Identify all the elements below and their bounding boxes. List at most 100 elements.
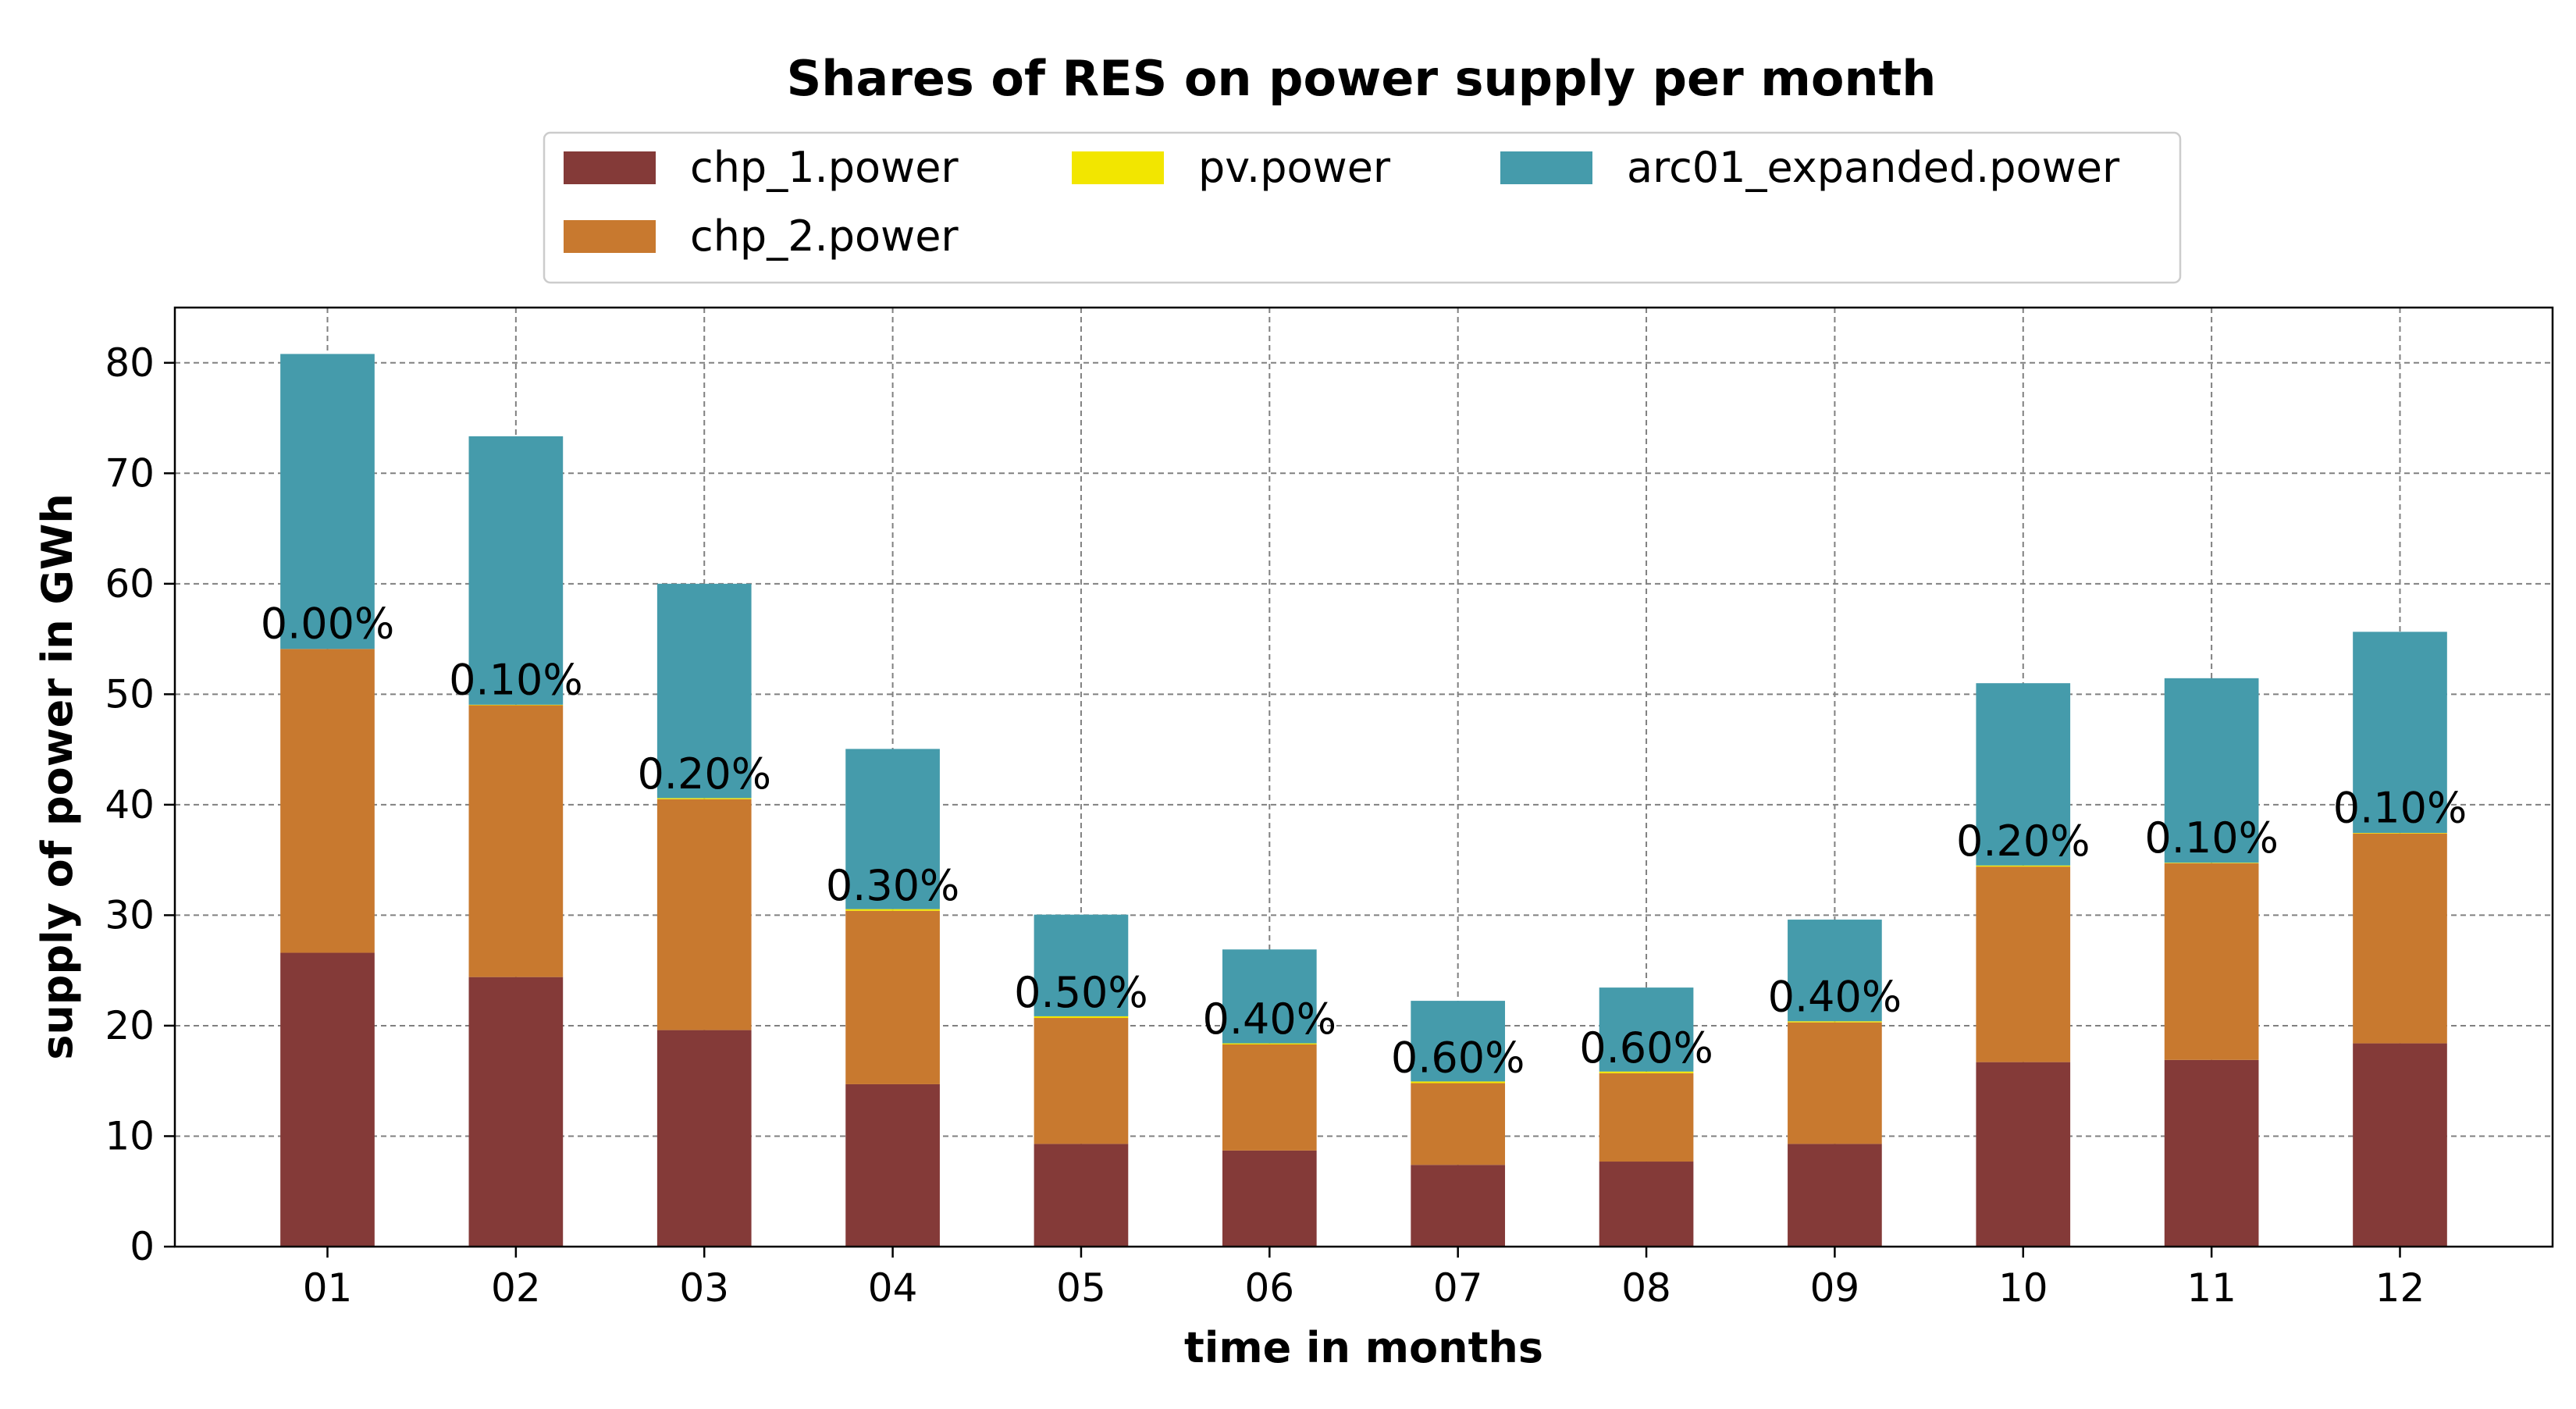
- data-label-09: 0.40%: [1768, 973, 1902, 1022]
- bar-arc01-expanded-power-08: [1599, 987, 1694, 1072]
- data-label-03: 0.20%: [637, 749, 771, 799]
- bar-chp-2-power-05: [1034, 1018, 1129, 1144]
- legend-swatch: [564, 220, 656, 253]
- x-tick-label-09: 09: [1810, 1265, 1860, 1311]
- bar-pv-power-04: [845, 909, 940, 911]
- bar-arc01-expanded-power-07: [1411, 1001, 1506, 1082]
- x-tick-label-11: 11: [2186, 1265, 2236, 1311]
- x-tick-label-08: 08: [1621, 1265, 1671, 1311]
- data-label-02: 0.10%: [449, 656, 583, 705]
- bar-arc01-expanded-power-09: [1788, 920, 1882, 1022]
- y-tick-label: 30: [105, 892, 155, 938]
- bar-chp-2-power-01: [280, 649, 375, 953]
- x-axis-label: time in months: [1184, 1323, 1543, 1372]
- data-label-01: 0.00%: [261, 599, 395, 648]
- bar-pv-power-09: [1788, 1021, 1882, 1023]
- bar-arc01-expanded-power-05: [1034, 914, 1129, 1016]
- legend-item-pv-power: pv.power: [1072, 143, 1391, 192]
- bar-chp-2-power-07: [1411, 1083, 1506, 1165]
- data-label-07: 0.60%: [1391, 1034, 1525, 1083]
- bar-chp-1-power-03: [656, 1030, 752, 1247]
- y-tick-label: 0: [130, 1224, 155, 1269]
- bar-chp-2-power-10: [1976, 866, 2071, 1062]
- legend-label: chp_1.power: [690, 143, 959, 192]
- y-tick-label: 10: [105, 1113, 155, 1158]
- legend-swatch: [564, 151, 656, 184]
- bar-arc01-expanded-power-04: [845, 749, 940, 909]
- x-tick-label-03: 03: [679, 1265, 729, 1311]
- bars: [280, 354, 2447, 1247]
- bar-pv-power-07: [1411, 1081, 1506, 1083]
- bar-arc01-expanded-power-01: [280, 354, 375, 649]
- bar-chp-1-power-04: [845, 1083, 940, 1247]
- bar-chp-1-power-11: [2164, 1059, 2259, 1247]
- bar-pv-power-12: [2353, 832, 2447, 834]
- legend-item-chp-2-power: chp_2.power: [564, 212, 959, 261]
- bar-chp-2-power-09: [1788, 1022, 1882, 1144]
- bar-arc01-expanded-power-12: [2353, 632, 2447, 833]
- data-label-08: 0.60%: [1579, 1023, 1713, 1073]
- legend-swatch: [1072, 151, 1164, 184]
- bar-chp-2-power-08: [1599, 1073, 1694, 1162]
- plot-frame: [173, 306, 2554, 1248]
- bar-chp-1-power-08: [1599, 1162, 1694, 1247]
- bar-pv-power-05: [1034, 1016, 1129, 1019]
- legend-label: pv.power: [1198, 143, 1391, 192]
- bar-chp-2-power-12: [2353, 833, 2447, 1044]
- bar-arc01-expanded-power-11: [2164, 678, 2259, 863]
- legend-label: chp_2.power: [690, 212, 959, 261]
- y-tick-label: 80: [105, 340, 155, 386]
- bar-arc01-expanded-power-06: [1222, 949, 1317, 1044]
- chart-title: Shares of RES on power supply per month: [787, 50, 1937, 107]
- data-label-10: 0.20%: [1956, 817, 2090, 866]
- bar-chp-2-power-06: [1222, 1044, 1317, 1151]
- legend-frame: [543, 131, 2182, 284]
- x-tick-label-02: 02: [491, 1265, 541, 1311]
- y-axis-label: supply of power in GWh: [33, 493, 82, 1060]
- y-tick-label: 50: [105, 671, 155, 717]
- bar-arc01-expanded-power-02: [468, 436, 564, 705]
- bar-pv-power-02: [468, 704, 564, 706]
- data-label-12: 0.10%: [2333, 784, 2467, 833]
- x-tick-label-10: 10: [1998, 1265, 2048, 1311]
- bar-chp-2-power-11: [2164, 863, 2259, 1060]
- bar-chp-2-power-04: [845, 910, 940, 1084]
- x-tick-label-04: 04: [868, 1265, 918, 1311]
- bar-chp-1-power-10: [1976, 1062, 2071, 1247]
- bar-arc01-expanded-power-03: [656, 583, 752, 799]
- y-tick-label: 60: [105, 561, 155, 607]
- data-label-05: 0.50%: [1014, 968, 1148, 1017]
- x-tick-label-01: 01: [303, 1265, 353, 1311]
- data-label-04: 0.30%: [826, 861, 960, 910]
- legend-swatch: [1500, 151, 1592, 184]
- y-tick-label: 20: [105, 1003, 155, 1048]
- bar-pv-power-08: [1599, 1071, 1694, 1073]
- bar-pv-power-03: [656, 798, 752, 799]
- x-tick-label-06: 06: [1245, 1265, 1295, 1311]
- bar-chp-1-power-06: [1222, 1150, 1317, 1247]
- data-label-11: 0.10%: [2144, 813, 2279, 863]
- x-tick-label-07: 07: [1433, 1265, 1483, 1311]
- y-axis-ticks: 0 10 20 30 40 50 60 70 80: [105, 340, 175, 1269]
- x-tick-label-05: 05: [1056, 1265, 1106, 1311]
- x-axis-ticks: 01 02 03 04 05 06 07 08 09 10 11 12: [303, 1247, 2425, 1311]
- bar-chp-2-power-02: [468, 705, 564, 977]
- bar-chp-2-power-03: [656, 799, 752, 1030]
- bar-chp-1-power-12: [2353, 1043, 2447, 1247]
- x-tick-label-12: 12: [2375, 1265, 2425, 1311]
- legend-item-chp-1-power: chp_1.power: [564, 143, 959, 192]
- y-tick-label: 40: [105, 782, 155, 827]
- bar-chp-1-power-07: [1411, 1165, 1506, 1247]
- bar-chp-1-power-02: [468, 977, 564, 1247]
- bar-chp-1-power-09: [1788, 1144, 1882, 1247]
- legend: chp_1.power chp_2.power pv.power arc01_expa…: [543, 131, 2182, 284]
- data-label-06: 0.40%: [1203, 994, 1337, 1044]
- bar-arc01-expanded-power-10: [1976, 683, 2071, 866]
- bar-chp-1-power-01: [280, 952, 375, 1247]
- y-tick-label: 70: [105, 450, 155, 496]
- data-labels: 0.00% 0.10% 0.20% 0.30% 0.50% 0.40% 0.60% 0.60%…: [261, 599, 2467, 1082]
- legend-label: arc01_expanded.power: [1627, 143, 2120, 192]
- bar-chp-1-power-05: [1034, 1144, 1129, 1247]
